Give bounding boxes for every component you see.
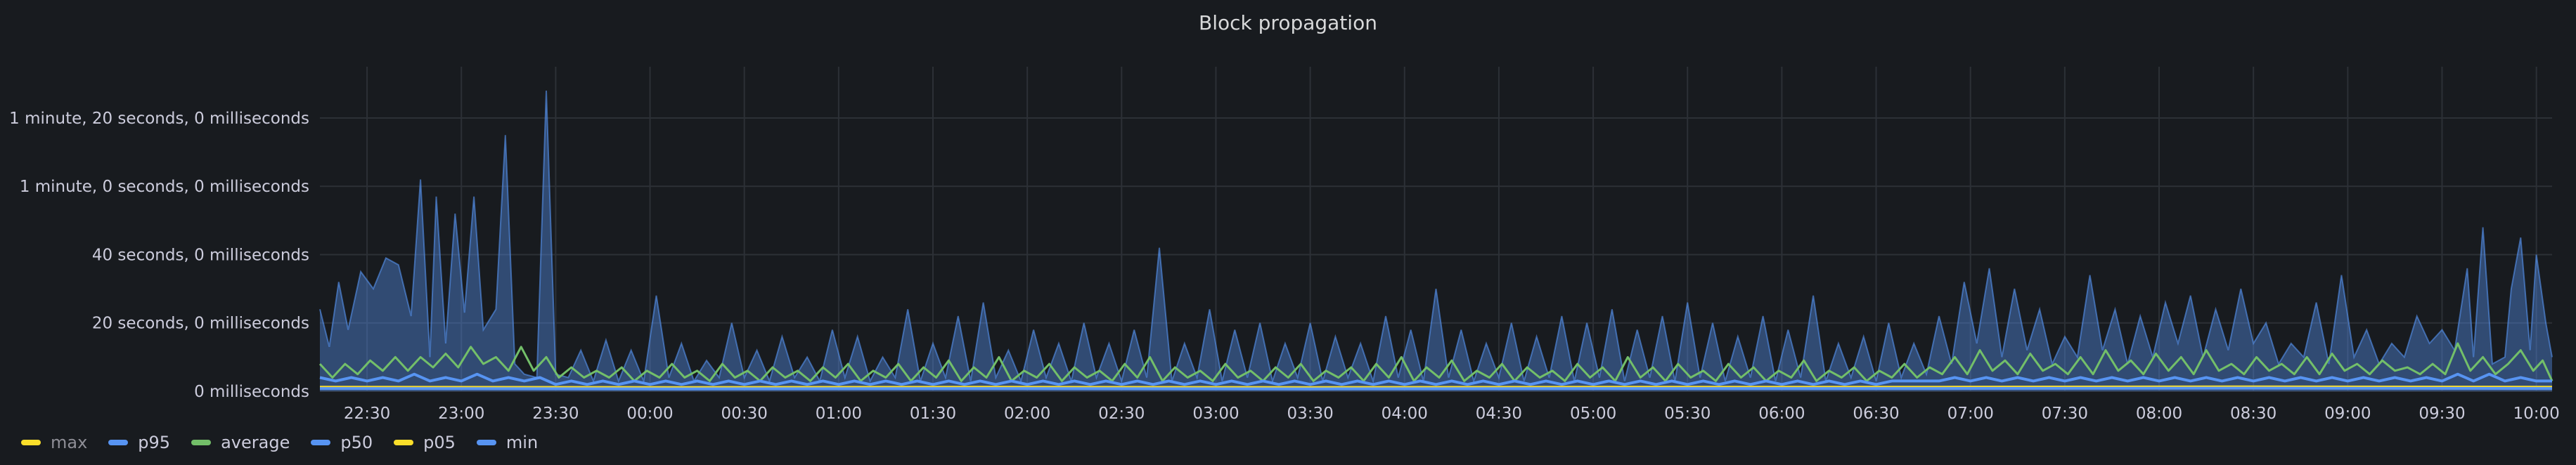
series-line-average (318, 342, 2554, 382)
x-tick-label: 04:00 (1382, 405, 1428, 423)
panel-title[interactable]: Block propagation (1199, 11, 1377, 34)
grid (320, 67, 2552, 392)
x-tick-label: 23:00 (438, 405, 484, 423)
x-tick-label: 03:30 (1287, 405, 1333, 423)
x-tick-label: 22:30 (344, 405, 390, 423)
y-tick-label: 20 seconds, 0 milliseconds (92, 315, 309, 333)
legend-swatch (394, 440, 414, 445)
x-tick-label: 08:30 (2230, 405, 2276, 423)
legend-swatch (476, 440, 496, 445)
legend-label: p50 (340, 433, 373, 452)
x-tick-label: 23:30 (532, 405, 579, 423)
x-tick-label: 00:30 (721, 405, 768, 423)
x-tick-label: 00:00 (626, 405, 673, 423)
legend-label: p05 (423, 433, 456, 452)
x-tick-label: 01:00 (816, 405, 862, 423)
x-tick-label: 02:30 (1098, 405, 1145, 423)
x-tick-label: 08:00 (2136, 405, 2182, 423)
x-tick-label: 09:00 (2324, 405, 2371, 423)
x-tick-label: 04:30 (1476, 405, 1522, 423)
legend: max p95 average p50 p05 min (21, 430, 538, 455)
legend-label: average (221, 433, 290, 452)
series-area-p95 (320, 91, 2552, 391)
series-line-min (319, 386, 2553, 391)
x-tick-label: 05:30 (1664, 405, 1711, 423)
legend-label: max (51, 433, 88, 452)
legend-swatch (108, 440, 129, 445)
y-tick-label: 0 milliseconds (194, 383, 309, 401)
legend-item-min[interactable]: min (476, 433, 539, 452)
legend-swatch (311, 440, 331, 445)
legend-swatch (21, 440, 41, 445)
legend-label: min (505, 433, 539, 452)
y-tick-label: 1 minute, 20 seconds, 0 milliseconds (9, 110, 309, 128)
y-tick-label: 40 seconds, 0 milliseconds (92, 246, 309, 264)
x-tick-label: 07:00 (1947, 405, 1994, 423)
x-tick-label: 07:30 (2042, 405, 2088, 423)
legend-label: p95 (138, 433, 171, 452)
x-tick-label: 02:00 (1004, 405, 1050, 423)
x-tick-label: 10:00 (2513, 405, 2559, 423)
x-tick-label: 06:00 (1758, 405, 1805, 423)
series-line-p95 (319, 90, 2553, 384)
x-tick-label: 03:00 (1192, 405, 1239, 423)
x-tick-label: 05:00 (1570, 405, 1616, 423)
legend-item-p05[interactable]: p05 (394, 433, 456, 452)
x-tick-label: 06:30 (1853, 405, 1899, 423)
legend-item-max[interactable]: max (21, 433, 87, 452)
y-tick-label: 1 minute, 0 seconds, 0 milliseconds (20, 178, 309, 196)
legend-item-p95[interactable]: p95 (108, 433, 170, 452)
x-tick-label: 01:30 (910, 405, 956, 423)
series-line-p50 (319, 372, 2552, 386)
x-tick-label: 09:30 (2419, 405, 2465, 423)
legend-swatch (191, 440, 212, 445)
legend-item-p50[interactable]: p50 (311, 433, 373, 452)
legend-item-average[interactable]: average (191, 433, 290, 452)
